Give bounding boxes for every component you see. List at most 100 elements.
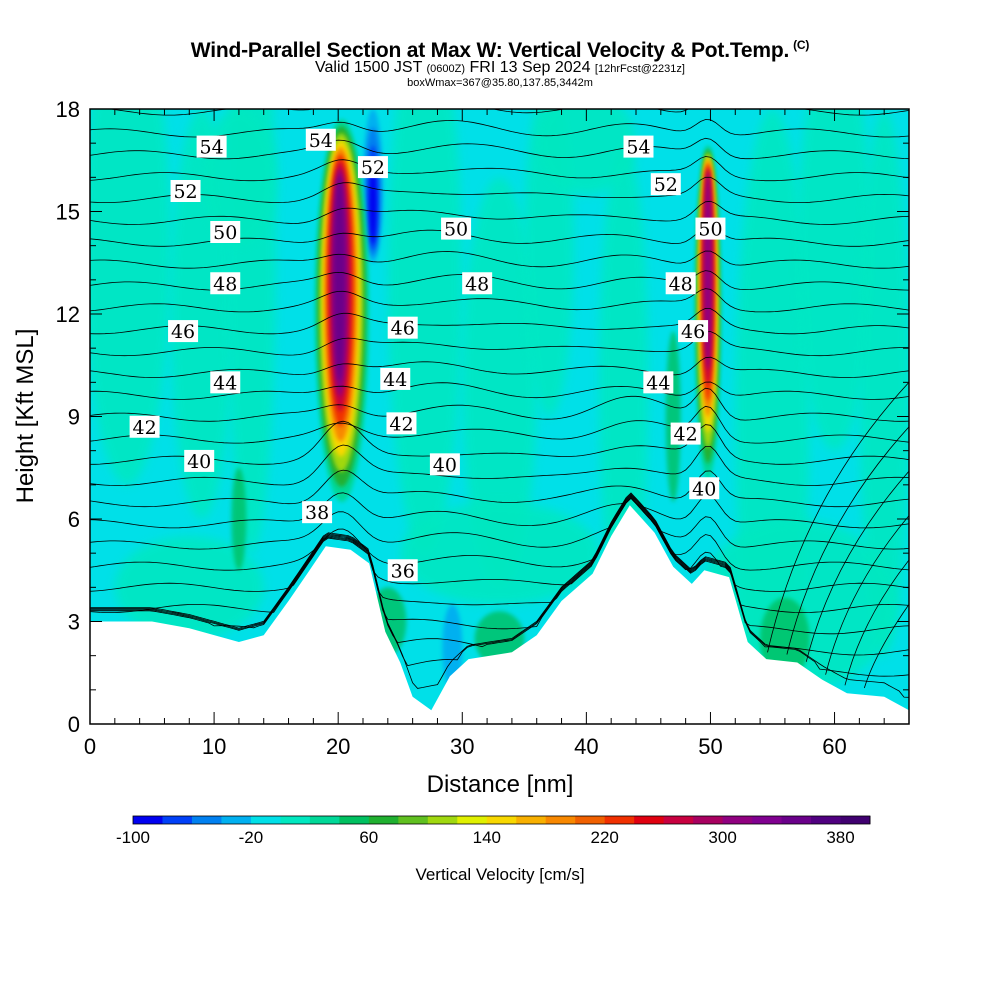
- theta-contour-line: [90, 492, 909, 698]
- theta-contour-line: [90, 176, 909, 203]
- theta-label-text: 46: [681, 321, 705, 343]
- colorbar-label: Vertical Velocity [cm/s]: [415, 865, 584, 884]
- theta-label-text: 42: [133, 417, 157, 439]
- theta-label-box: [210, 221, 241, 243]
- moderate-updraft-region: [474, 611, 525, 666]
- theta-label: 50: [441, 217, 472, 241]
- theta-contour-line: [90, 495, 909, 635]
- theta-label-text: 42: [389, 413, 413, 435]
- colorbar-swatch: [634, 816, 665, 824]
- theta-label-box: [305, 128, 336, 151]
- moderate-updraft-region: [665, 331, 681, 502]
- theta-label-text: 50: [444, 219, 468, 241]
- theta-contour-line: [90, 331, 909, 357]
- theta-contour-line: [90, 420, 909, 465]
- theta-label: 50: [210, 221, 241, 244]
- theta-label: 46: [678, 320, 709, 343]
- theta-contour-line: [767, 382, 909, 653]
- colorbar-swatch: [339, 816, 370, 824]
- colorbar-swatch: [545, 816, 576, 824]
- theta-label-box: [665, 272, 696, 295]
- weak-updraft-region: [536, 109, 636, 195]
- theta-contour-line: [844, 559, 909, 686]
- colorbar-swatch: [280, 816, 311, 824]
- theta-label: 36: [387, 559, 418, 582]
- colorbar-swatch: [457, 816, 488, 824]
- copyright-mark: (C): [793, 38, 810, 52]
- weak-updraft-region: [400, 501, 599, 605]
- colorbar-tick-label: -20: [239, 828, 264, 847]
- theta-label-box: [387, 316, 418, 339]
- colorbar-swatch: [752, 816, 783, 824]
- theta-contour-line: [90, 497, 909, 571]
- colorbar-tick-label: 220: [591, 828, 619, 847]
- theta-label-text: 36: [391, 560, 415, 582]
- y-axis-label: Height [Kft MSL]: [12, 329, 39, 504]
- theta-label-text: 44: [646, 372, 670, 394]
- theta-contour-line: [107, 109, 909, 116]
- theta-label-text: 54: [309, 130, 333, 152]
- valid-utc: (0600Z): [426, 63, 466, 75]
- theta-label: 52: [170, 180, 201, 203]
- theta-label: 38: [302, 501, 333, 524]
- theta-contour-line: [90, 356, 909, 378]
- moderate-updraft-region: [231, 467, 247, 571]
- theta-contour-line: [90, 494, 909, 656]
- theta-label-box: [623, 135, 654, 158]
- theta-label: 48: [462, 272, 493, 295]
- theta-label: 46: [168, 320, 199, 343]
- theta-label: 52: [357, 156, 388, 179]
- theta-label-text: 54: [626, 137, 650, 159]
- colorbar-tick-label: -100: [116, 828, 150, 847]
- updraft-plume: [334, 175, 345, 382]
- colorbar-swatch: [486, 816, 517, 824]
- theta-label: 42: [129, 415, 160, 439]
- theta-label: 46: [387, 316, 418, 340]
- theta-label-text: 52: [361, 157, 385, 179]
- colorbar-swatch: [604, 816, 635, 824]
- theta-label-box: [429, 453, 460, 476]
- y-tick-label: 3: [68, 610, 80, 635]
- theta-label-box: [650, 173, 681, 196]
- theta-label-box: [695, 217, 726, 240]
- x-tick-label: 60: [822, 734, 846, 759]
- theta-label-text: 44: [213, 372, 237, 394]
- theta-label: 54: [196, 135, 227, 159]
- theta-label-text: 54: [200, 137, 224, 159]
- theta-contour-line: [90, 492, 909, 529]
- colorbar-swatch: [368, 816, 399, 824]
- theta-label-box: [357, 156, 388, 179]
- forecast-info: [12hrFcst@2231z]: [594, 63, 685, 75]
- theta-label-box: [643, 371, 674, 394]
- colorbar-swatch: [250, 816, 281, 824]
- theta-label-text: 50: [698, 219, 722, 241]
- terrain: [90, 505, 909, 724]
- theta-contour-line: [90, 387, 909, 422]
- colorbar-tick-label: 300: [708, 828, 736, 847]
- theta-contour-line: [805, 470, 909, 662]
- theta-label: 44: [643, 371, 674, 394]
- terrain-mask: [90, 505, 909, 724]
- theta-label: 42: [386, 412, 417, 435]
- weak-updraft-region: [797, 109, 872, 451]
- colorbar-swatch: [722, 816, 753, 824]
- y-tick-label: 12: [56, 302, 80, 327]
- velocity-field: [90, 109, 909, 724]
- colorbar-tick-label: 140: [473, 828, 501, 847]
- theta-label-box: [441, 217, 472, 240]
- theta-label-box: [689, 477, 720, 500]
- theta-contours: [90, 46, 909, 698]
- x-tick-label: 10: [202, 734, 226, 759]
- theta-contour-line: [90, 156, 909, 182]
- theta-label: 40: [429, 453, 460, 476]
- theta-contour-line: [90, 497, 909, 550]
- theta-contour-line: [90, 405, 909, 444]
- theta-contour-line: [90, 381, 909, 400]
- theta-contour-line: [90, 46, 909, 71]
- theta-label-text: 48: [213, 273, 237, 295]
- theta-contour-line: [90, 444, 909, 486]
- theta-label-text: 44: [383, 369, 407, 391]
- theta-contour-line: [90, 119, 909, 138]
